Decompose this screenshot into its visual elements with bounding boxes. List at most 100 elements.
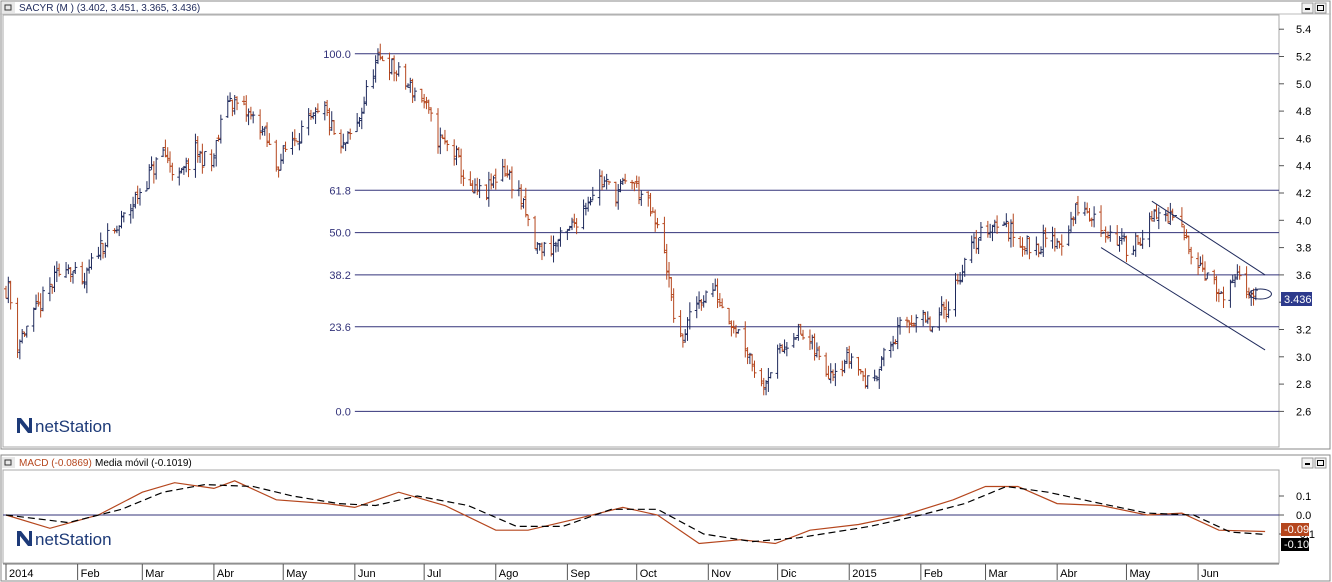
signal-value-text: -0.10 [1284,539,1309,551]
price-panel-title: SACYR (M ) (3.402, 3.451, 3.365, 3.436) [19,3,200,14]
ohlc-bar [1036,243,1041,258]
ohlc-bar [928,316,933,331]
fib-level-label: 50.0 [329,228,350,240]
ohlc-bar [764,380,769,396]
ohlc-bar [1020,237,1025,257]
ohlc-bar [292,129,297,147]
ohlc-bar [426,99,431,114]
ohlc-bar [216,134,221,142]
ohlc-bar [634,175,639,188]
ohlc-bar [1122,233,1127,242]
ohlc-bar [1196,252,1201,276]
ohlc-bar [200,143,205,174]
ohlc-bar [648,192,653,217]
ohlc-bar [315,103,320,114]
macd-line [5,480,1266,545]
ohlc-bar [198,150,203,163]
ohlc-bar [639,190,644,206]
ohlc-bar [468,171,473,186]
x-tick-label: Nov [711,568,731,580]
ohlc-bar [184,157,189,173]
macd-panel-drag-handle[interactable] [2,457,15,468]
ohlc-bar [750,353,755,372]
ohlc-bar [1186,235,1191,255]
ohlc-bar [574,218,579,235]
logo-text: netStation [35,530,112,549]
x-tick-label: Mar [989,568,1008,580]
ohlc-bar [1147,212,1152,248]
price-panel-drag-handle[interactable] [2,2,15,13]
ohlc-bar [962,257,967,277]
ohlc-bar [930,326,935,333]
macd-logo: netStation [17,530,112,549]
ohlc-bar [831,369,836,382]
ohlc-bar [133,191,138,209]
ohlc-bar [422,93,427,109]
ohlc-bar [618,179,623,193]
price-marker-ellipse [1248,288,1272,300]
price-maximize-button[interactable] [1314,2,1327,14]
ohlc-bar [1071,216,1076,227]
x-tick-label: Abr [1060,568,1077,580]
ohlc-bar [734,324,739,338]
ohlc-bar [1092,206,1097,228]
ohlc-bar [840,360,845,377]
ohlc-bar [826,365,831,380]
ohlc-bar [687,302,692,330]
ohlc-bar [1073,203,1078,224]
ohlc-bar [137,188,142,206]
ohlc-bar [15,297,20,358]
ohlc-bar [484,184,489,201]
ohlc-bar [796,323,801,341]
x-axis: 2014 Feb Mar Abr May Jun Jul Ago Sep Oct Nov Dic 201… [3,563,1279,580]
macd-maximize-button[interactable] [1314,457,1327,469]
minimize-icon [1305,8,1310,10]
ohlc-bar [891,335,896,352]
ohlc-bar [1149,210,1154,222]
ohlc-bar [863,368,868,389]
ohlc-bar [747,352,752,365]
ohlc-bar [225,95,230,118]
ohlc-bar [66,264,71,275]
ohlc-bar [73,262,78,275]
ohlc-bar [1212,269,1217,285]
ohlc-bar [844,347,849,364]
ohlc-bar [362,96,367,114]
ohlc-bar [332,120,337,135]
ohlc-bar [519,184,524,210]
ohlc-bar [1138,237,1143,247]
ohlc-bar [586,196,591,212]
ohlc-bar [1179,207,1184,228]
price-minimize-button[interactable] [1301,2,1314,14]
ohlc-bar [727,307,732,325]
ohlc-bar [493,168,498,190]
ohlc-bar [195,136,200,163]
macd-lines [5,480,1266,545]
ohlc-bar [939,296,944,316]
ohlc-bar [581,199,586,230]
ohlc-bar [1200,254,1205,272]
ohlc-bar [278,153,283,171]
x-tick-label: Dic [781,568,797,580]
ohlc-bar [613,181,618,207]
ohlc-bar [794,337,799,340]
ohlc-bar [588,196,593,206]
ohlc-bar [978,222,983,241]
x-tick-label: May [1129,568,1150,580]
ohlc-bar [703,290,708,304]
ohlc-bar [1105,231,1110,240]
ohlc-bar [759,368,764,387]
y-tick-label: 5.4 [1296,24,1311,36]
ohlc-bar [101,242,106,259]
ohlc-bar [847,345,852,369]
ohlc-bar [281,145,286,164]
ohlc-bar [600,170,605,191]
ohlc-bar [558,227,563,247]
x-tick-label: Mar [145,568,164,580]
ohlc-bar [1140,229,1145,249]
ohlc-bar [6,276,11,304]
macd-minimize-button[interactable] [1301,457,1314,469]
ohlc-bar [874,375,879,382]
ohlc-bar [232,94,237,115]
ohlc-bar [84,267,89,294]
